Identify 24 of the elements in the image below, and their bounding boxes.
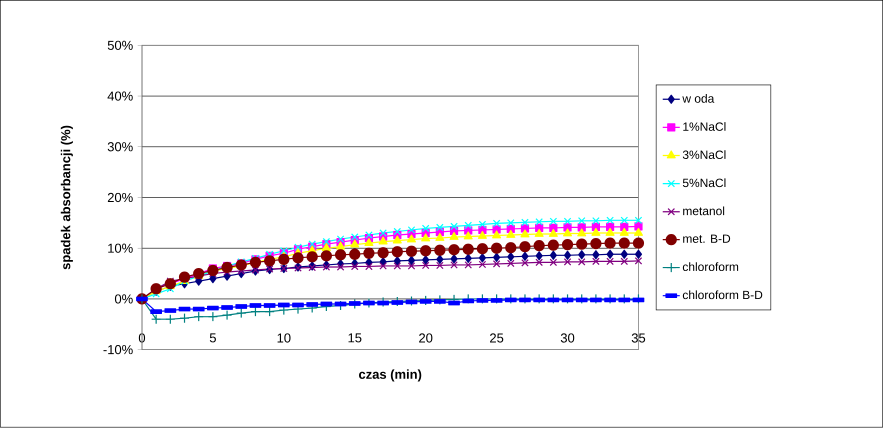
legend-label: 1%NaCl bbox=[683, 122, 726, 132]
y-tick-label: 0% bbox=[114, 294, 133, 304]
legend-label: met. B-D bbox=[683, 234, 730, 244]
y-tick-label: 20% bbox=[108, 193, 133, 202]
legend-label: metanol bbox=[683, 206, 724, 216]
y-tick-label: -10% bbox=[103, 345, 133, 354]
y-tick-label: 30% bbox=[108, 142, 133, 152]
x-axis-title: czas (min) bbox=[359, 370, 422, 382]
x-tick-label: 25 bbox=[490, 334, 504, 343]
legend-label: chloroform B-D bbox=[682, 290, 762, 300]
legend-label: chloroform bbox=[682, 262, 738, 272]
y-tick-label: 40% bbox=[108, 92, 133, 101]
x-tick-label: 5 bbox=[210, 334, 216, 343]
legend-label: 5%NaCl bbox=[682, 178, 726, 188]
y-tick-label: 10% bbox=[108, 244, 133, 254]
y-tick-label: 50% bbox=[108, 40, 133, 50]
legend-label: 3%NaCl bbox=[682, 150, 726, 160]
x-tick-label: 30 bbox=[560, 334, 574, 343]
x-tick-label: 15 bbox=[348, 334, 362, 343]
x-tick-label: 20 bbox=[419, 334, 432, 343]
x-tick-label: 10 bbox=[278, 334, 291, 343]
y-axis-title: spadek absorbancji (%) bbox=[60, 126, 73, 270]
legend-label: w oda bbox=[682, 94, 714, 104]
x-tick-label: 35 bbox=[632, 334, 646, 343]
